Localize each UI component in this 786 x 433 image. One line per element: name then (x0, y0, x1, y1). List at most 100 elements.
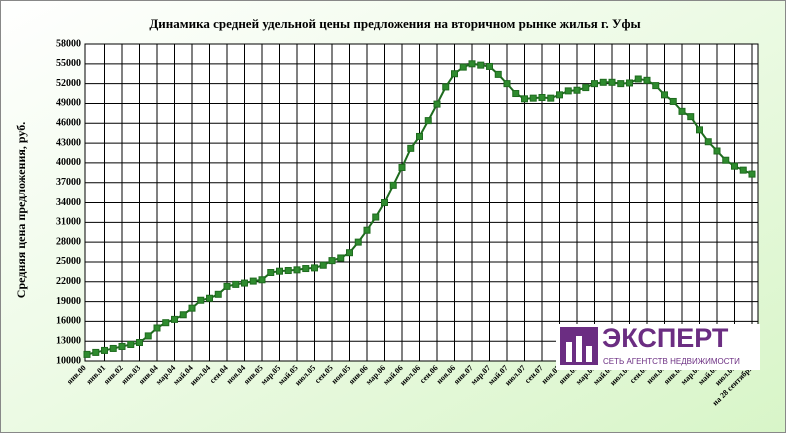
logo-name: ЭКСПЕРТ (602, 323, 729, 353)
data-point (416, 132, 423, 140)
data-point (249, 277, 257, 285)
data-point (442, 83, 450, 91)
data-point (608, 78, 616, 86)
y-tick-label: 22000 (56, 276, 81, 287)
data-point (652, 82, 660, 90)
data-point (83, 350, 91, 358)
data-point (223, 282, 231, 290)
data-point (626, 79, 633, 87)
data-point (564, 87, 572, 95)
data-point (144, 332, 152, 340)
y-tick-label: 58000 (56, 38, 81, 49)
data-point (687, 113, 695, 121)
data-point (661, 91, 668, 99)
data-point (599, 78, 607, 86)
data-point (162, 319, 170, 327)
data-point (713, 147, 721, 155)
data-point (739, 166, 747, 174)
data-point (232, 280, 240, 288)
data-point (669, 97, 677, 105)
data-point (372, 213, 380, 221)
y-tick-label: 34000 (56, 197, 81, 208)
data-point (284, 267, 292, 275)
data-point (267, 269, 275, 277)
data-point (591, 80, 598, 88)
data-point (171, 315, 178, 323)
y-tick-label: 25000 (56, 256, 81, 267)
data-point (521, 95, 528, 103)
y-tick-label: 49000 (56, 98, 81, 109)
data-point (731, 162, 738, 170)
data-point (617, 80, 625, 88)
y-tick-label: 37000 (56, 177, 81, 188)
data-point (188, 304, 196, 312)
data-point (319, 261, 327, 269)
data-point (127, 340, 135, 348)
y-tick-label: 40000 (56, 157, 81, 168)
data-point (503, 80, 511, 88)
data-point (214, 290, 222, 298)
y-tick-label: 46000 (56, 118, 81, 129)
data-point (153, 324, 161, 332)
y-tick-label: 52000 (56, 78, 81, 89)
data-point (337, 254, 345, 262)
data-point (748, 170, 756, 178)
data-point (258, 276, 266, 284)
data-point (381, 199, 388, 206)
data-point (512, 90, 520, 98)
data-point (179, 311, 187, 319)
data-point (722, 156, 730, 164)
data-point (354, 238, 362, 246)
data-point (92, 348, 100, 356)
y-axis-label: Средняя цена предложения, руб. (14, 122, 28, 298)
data-point (459, 63, 467, 71)
logo-icon-part (586, 346, 592, 362)
data-point (389, 181, 397, 189)
plot-border (84, 43, 759, 362)
data-point (328, 257, 336, 265)
data-point (276, 267, 283, 275)
logo-icon-part (576, 336, 582, 362)
data-point (363, 226, 371, 234)
y-tick-label: 19000 (56, 296, 81, 307)
data-point (101, 346, 108, 354)
data-point (538, 93, 546, 101)
data-point (468, 60, 476, 68)
data-point (547, 94, 555, 102)
data-point (407, 144, 415, 152)
data-point (136, 339, 143, 347)
data-point (704, 138, 712, 146)
data-point (696, 126, 703, 134)
data-point (529, 94, 537, 102)
y-tick-label: 31000 (56, 217, 81, 228)
data-point (634, 75, 642, 83)
data-point (582, 84, 590, 92)
data-point (424, 117, 432, 125)
data-point (302, 265, 310, 273)
data-point (197, 296, 205, 304)
logo-tagline: СЕТЬ АГЕНТСТВ НЕДВИЖИМОСТИ (603, 357, 740, 366)
data-point (486, 62, 493, 70)
data-point (293, 266, 301, 274)
data-point (433, 100, 441, 108)
data-point (346, 249, 353, 257)
y-tick-label: 10000 (56, 355, 81, 366)
data-point (241, 279, 248, 287)
data-point (109, 344, 117, 352)
data-point (398, 163, 406, 171)
y-tick-label: 13000 (56, 335, 81, 346)
data-point (556, 91, 563, 99)
y-tick-label: 55000 (56, 58, 81, 69)
data-point (643, 76, 651, 84)
data-point (451, 70, 458, 78)
chart-title: Динамика средней удельной цены предложен… (149, 16, 640, 31)
data-point (573, 86, 581, 94)
data-point (477, 61, 485, 69)
data-point (206, 294, 213, 302)
logo: ЭКСПЕРТ СЕТЬ АГЕНТСТВ НЕДВИЖИМОСТИ (556, 323, 760, 370)
data-point (678, 107, 686, 115)
y-tick-label: 28000 (56, 236, 81, 247)
logo-icon-part (566, 342, 572, 362)
